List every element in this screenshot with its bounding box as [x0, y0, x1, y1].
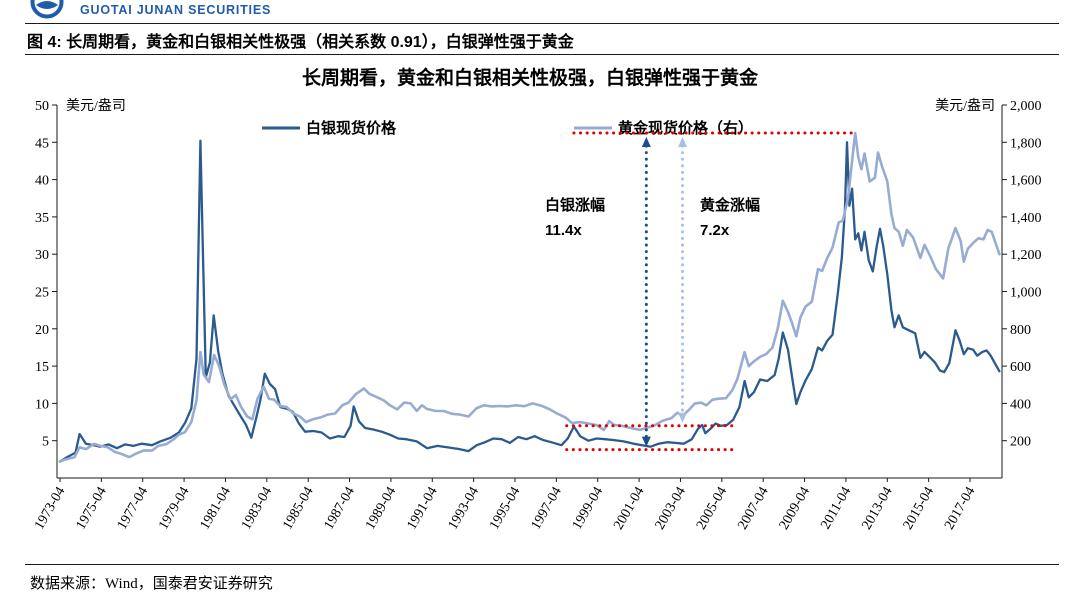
svg-text:1,000: 1,000	[1010, 286, 1042, 301]
svg-text:5: 5	[42, 435, 49, 450]
svg-text:1983-04: 1983-04	[239, 485, 275, 533]
divider-caption	[25, 54, 1059, 55]
divider-top	[25, 23, 1059, 24]
svg-text:2007-04: 2007-04	[735, 485, 771, 533]
svg-text:2011-04: 2011-04	[818, 485, 854, 532]
svg-text:45: 45	[35, 136, 49, 151]
figure-caption: 图 4: 长周期看，黄金和白银相关性极强（相关系数 0.91），白银弹性强于黄金	[27, 34, 574, 51]
reference-lines-and-arrows	[565, 131, 854, 452]
svg-text:2,000: 2,000	[1010, 99, 1042, 114]
svg-text:15: 15	[35, 360, 49, 375]
gain-annotations: 白银涨幅 11.4x 黄金涨幅 7.2x	[545, 196, 760, 239]
logo-mark-icon	[30, 0, 64, 19]
svg-text:1,200: 1,200	[1010, 248, 1042, 263]
svg-text:1993-04: 1993-04	[446, 485, 482, 533]
svg-text:1973-04: 1973-04	[32, 485, 68, 533]
divider-bottom	[25, 564, 1059, 565]
silver-gain-label: 白银涨幅	[545, 196, 605, 214]
svg-text:1981-04: 1981-04	[198, 485, 234, 533]
svg-text:1999-04: 1999-04	[570, 485, 606, 533]
gold-gain-value: 7.2x	[700, 222, 730, 239]
right-axis-unit: 美元/盎司	[935, 98, 995, 114]
svg-text:400: 400	[1010, 397, 1031, 412]
logo: GUOTAI JUNAN SECURITIES	[22, 0, 342, 22]
gold-gain-label: 黄金涨幅	[700, 196, 760, 214]
svg-text:1989-04: 1989-04	[363, 485, 399, 533]
svg-text:1,800: 1,800	[1010, 136, 1042, 151]
svg-text:2001-04: 2001-04	[611, 485, 647, 533]
svg-text:1,600: 1,600	[1010, 174, 1042, 189]
svg-text:1977-04: 1977-04	[115, 485, 151, 533]
svg-text:1987-04: 1987-04	[322, 485, 358, 533]
svg-text:1991-04: 1991-04	[404, 485, 440, 533]
svg-text:1975-04: 1975-04	[74, 485, 110, 533]
svg-text:25: 25	[35, 286, 49, 301]
axis-ticks-and-labels: 50 45 40 35 30 25 20 15 10 5 2,000 1,800 1,600 1,400 1…	[32, 99, 1041, 532]
svg-text:2013-04: 2013-04	[859, 485, 895, 533]
svg-text:10: 10	[35, 397, 49, 412]
svg-text:2017-04: 2017-04	[942, 485, 978, 533]
svg-text:40: 40	[35, 174, 49, 189]
svg-text:2009-04: 2009-04	[777, 485, 813, 533]
chart-title: 长周期看，黄金和白银相关性极强，白银弹性强于黄金	[302, 66, 759, 89]
svg-text:1997-04: 1997-04	[529, 485, 565, 533]
svg-text:50: 50	[35, 99, 49, 114]
silver-gain-value: 11.4x	[545, 222, 582, 239]
svg-text:1979-04: 1979-04	[156, 485, 192, 533]
legend-silver-label: 白银现货价格	[306, 119, 397, 137]
svg-text:200: 200	[1010, 435, 1031, 450]
svg-text:800: 800	[1010, 323, 1031, 338]
svg-text:2005-04: 2005-04	[694, 485, 730, 533]
svg-text:1985-04: 1985-04	[280, 485, 316, 533]
svg-text:2003-04: 2003-04	[653, 485, 689, 533]
svg-text:1995-04: 1995-04	[487, 485, 523, 533]
svg-text:600: 600	[1010, 360, 1031, 375]
svg-text:1,400: 1,400	[1010, 211, 1042, 226]
logo-text: GUOTAI JUNAN SECURITIES	[80, 3, 272, 17]
left-axis-unit: 美元/盎司	[66, 98, 126, 114]
chart: 长周期看，黄金和白银相关性极强，白银弹性强于黄金 美元/盎司 美元/盎司 白银现…	[32, 66, 1041, 532]
svg-text:20: 20	[35, 323, 49, 338]
series-lines	[58, 131, 1001, 463]
svg-text:2015-04: 2015-04	[901, 485, 937, 533]
svg-text:35: 35	[35, 211, 49, 226]
svg-text:30: 30	[35, 248, 49, 263]
data-source: 数据来源：Wind，国泰君安证券研究	[30, 576, 273, 592]
